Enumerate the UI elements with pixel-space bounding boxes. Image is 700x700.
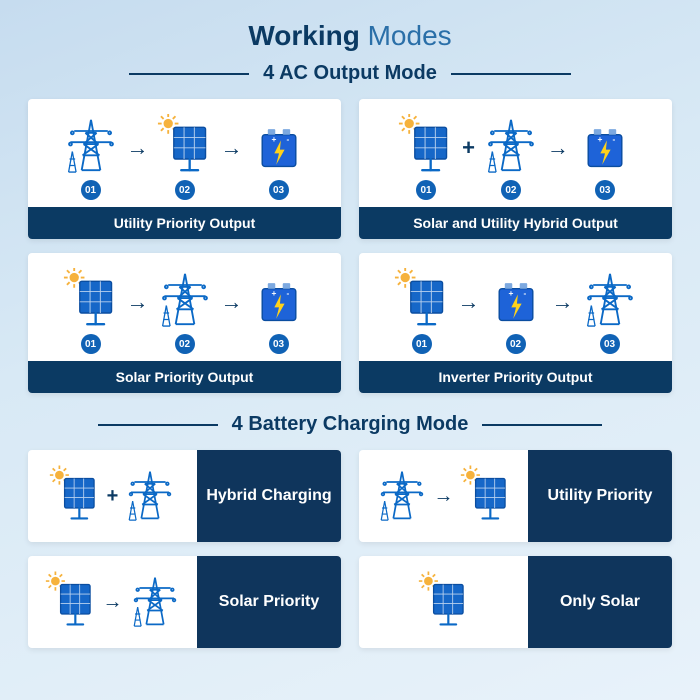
page-title: Working Modes [28,20,672,52]
grid-tower-icon [124,464,176,526]
arrow-icon: → [552,289,574,315]
grid-tower-icon [129,570,181,632]
mode-step: 01 [398,114,454,200]
battery-icon: + - [251,114,307,176]
divider-line [482,424,602,426]
battery-icon: + - [251,268,307,330]
arrow-icon: → [221,289,243,315]
mode-step: 01 [394,268,450,354]
plus-icon: + [107,485,119,508]
title-bold: Working [248,20,359,51]
charging-step [460,466,512,526]
step-badge: 01 [81,334,101,354]
grid-tower-icon [63,114,119,176]
ac-output-grid: 01 → 02 → + - 03 Utility Priority Output [28,99,672,393]
mode-step: 03 [582,268,638,354]
charging-step [45,572,97,632]
charging-label: Hybrid Charging [197,450,341,542]
mode-label: Utility Priority Output [28,207,341,239]
mode-step: + - 03 [251,268,307,354]
arrow-icon: → [458,289,480,315]
ac-mode-card: 01 → 02 → + - 03 Utility Priority Output [28,99,341,239]
section-title: 4 Battery Charging Mode [232,413,469,436]
mode-step: 01 [63,114,119,200]
mode-step: 02 [157,268,213,354]
step-badge: 03 [595,180,615,200]
step-badge: 03 [600,334,620,354]
arrow-icon: → [103,591,123,614]
grid-tower-icon [483,114,539,176]
mode-step: + - 02 [488,268,544,354]
step-badge: 02 [175,334,195,354]
charging-step [418,572,470,632]
battery-charging-grid: + Hybrid Charging → [28,450,672,648]
solar-panel-icon [49,464,101,526]
svg-text:+: + [597,134,602,144]
arrow-icon: → [127,135,149,161]
solar-panel-icon [418,570,470,632]
grid-tower-icon [157,268,213,330]
step-badge: 03 [269,180,289,200]
plus-icon: + [462,135,475,161]
mode-step: 02 [483,114,539,200]
svg-text:-: - [612,134,615,144]
charging-step [376,466,428,526]
arrow-icon: → [127,289,149,315]
solar-panel-icon [157,114,213,176]
divider-line [129,73,249,75]
divider-line [451,73,571,75]
charging-step [49,466,101,526]
ac-mode-card: 01 → + - 02 → 03 Inverter Priority Output [359,253,672,393]
arrow-icon: → [221,135,243,161]
step-badge: 01 [81,180,101,200]
step-badge: 01 [416,180,436,200]
svg-text:-: - [286,288,289,298]
mode-label: Solar Priority Output [28,361,341,393]
charging-label: Utility Priority [528,450,672,542]
mode-step: + - 03 [251,114,307,200]
svg-text:-: - [286,134,289,144]
svg-text:+: + [271,134,276,144]
step-badge: 03 [269,334,289,354]
svg-text:+: + [508,288,513,298]
solar-panel-icon [460,464,512,526]
solar-panel-icon [45,570,97,632]
charging-label: Solar Priority [197,556,341,648]
charging-label: Only Solar [528,556,672,648]
section-header-battery: 4 Battery Charging Mode [28,413,672,436]
title-thin: Modes [360,20,452,51]
charging-step [124,466,176,526]
mode-step: + - 03 [577,114,633,200]
solar-panel-icon [398,114,454,176]
arrow-icon: → [434,485,454,508]
divider-line [98,424,218,426]
svg-text:-: - [523,288,526,298]
ac-mode-card: 01 → 02 → + - 03 Solar Priority Output [28,253,341,393]
charging-mode-card: + Hybrid Charging [28,450,341,542]
mode-step: 02 [157,114,213,200]
grid-tower-icon [376,464,428,526]
charging-mode-card: → Utility Priority [359,450,672,542]
mode-label: Solar and Utility Hybrid Output [359,207,672,239]
charging-mode-card: → Solar Priority [28,556,341,648]
section-header-ac: 4 AC Output Mode [28,62,672,85]
mode-label: Inverter Priority Output [359,361,672,393]
grid-tower-icon [582,268,638,330]
arrow-icon: → [547,135,569,161]
mode-step: 01 [63,268,119,354]
battery-icon: + - [488,268,544,330]
charging-mode-card: Only Solar [359,556,672,648]
solar-panel-icon [394,268,450,330]
svg-text:+: + [271,288,276,298]
step-badge: 01 [412,334,432,354]
battery-icon: + - [577,114,633,176]
charging-step [129,572,181,632]
step-badge: 02 [501,180,521,200]
solar-panel-icon [63,268,119,330]
ac-mode-card: 01 + 02 → + - 03 Solar and Utility Hybrid O… [359,99,672,239]
section-title: 4 AC Output Mode [263,62,437,85]
step-badge: 02 [506,334,526,354]
step-badge: 02 [175,180,195,200]
